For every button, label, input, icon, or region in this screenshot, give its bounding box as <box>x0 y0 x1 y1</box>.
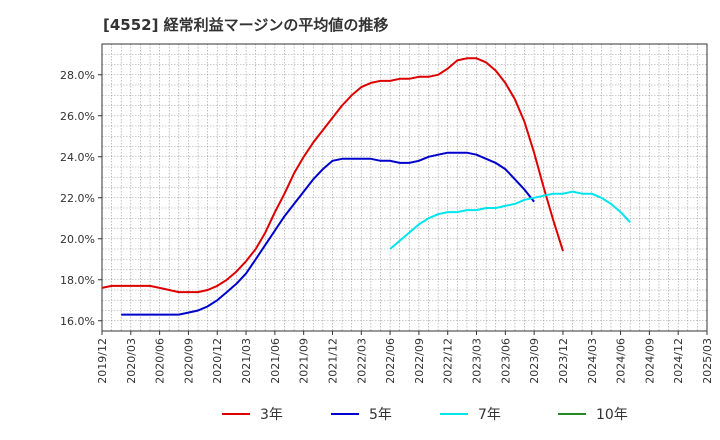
x-tick-label: 2019/12 <box>96 338 109 384</box>
y-tick-label: 16.0% <box>60 315 95 328</box>
x-tick-label: 2021/03 <box>240 338 253 384</box>
x-tick-label: 2024/06 <box>615 338 628 384</box>
x-tick-label: 2020/09 <box>182 338 195 384</box>
series-line-5年 <box>121 151 535 316</box>
y-tick-label: 18.0% <box>60 274 95 287</box>
legend-label: 5年 <box>369 407 392 423</box>
x-tick-label: 2022/06 <box>384 338 397 384</box>
chart-title: [4552] 経常利益マージンの平均値の推移 <box>103 16 388 34</box>
x-tick-label: 2022/12 <box>442 338 455 384</box>
legend-label: 10年 <box>596 407 628 423</box>
x-tick-label: 2024/09 <box>643 338 656 384</box>
x-tick-label: 2025/03 <box>701 338 714 384</box>
x-axis: 2019/12 2020/03 2020/06 2020/09 2020/12 2021/… <box>96 331 714 384</box>
x-tick-label: 2023/09 <box>528 338 541 384</box>
legend: 3年 5年 7年 10年 <box>222 407 628 423</box>
x-tick-label: 2022/03 <box>355 338 368 384</box>
x-tick-label: 2021/12 <box>326 338 339 384</box>
x-tick-label: 2024/12 <box>672 338 685 384</box>
x-tick-label: 2023/12 <box>557 338 570 384</box>
plot-area <box>101 43 708 332</box>
x-tick-label: 2022/09 <box>413 338 426 384</box>
legend-label: 3年 <box>260 407 283 423</box>
x-tick-label: 2021/06 <box>269 338 282 384</box>
x-tick-label: 2021/09 <box>298 338 311 384</box>
y-tick-label: 24.0% <box>60 151 95 164</box>
y-tick-label: 22.0% <box>60 192 95 205</box>
x-tick-label: 2020/12 <box>211 338 224 384</box>
y-tick-label: 28.0% <box>60 69 95 82</box>
x-tick-label: 2023/03 <box>471 338 484 384</box>
y-tick-label: 26.0% <box>60 110 95 123</box>
x-tick-label: 2020/03 <box>125 338 138 384</box>
grid <box>102 43 707 332</box>
series-line-3年 <box>101 57 564 294</box>
x-tick-label: 2020/06 <box>154 338 167 384</box>
y-axis: 16.0% 18.0% 20.0% 22.0% 24.0% 26.0% 28.0% <box>60 69 102 328</box>
x-tick-label: 2023/06 <box>499 338 512 384</box>
legend-label: 7年 <box>478 407 501 423</box>
x-tick-label: 2024/03 <box>586 338 599 384</box>
series-line-7年 <box>389 190 631 250</box>
series-lines <box>101 57 631 316</box>
y-tick-label: 20.0% <box>60 233 95 246</box>
